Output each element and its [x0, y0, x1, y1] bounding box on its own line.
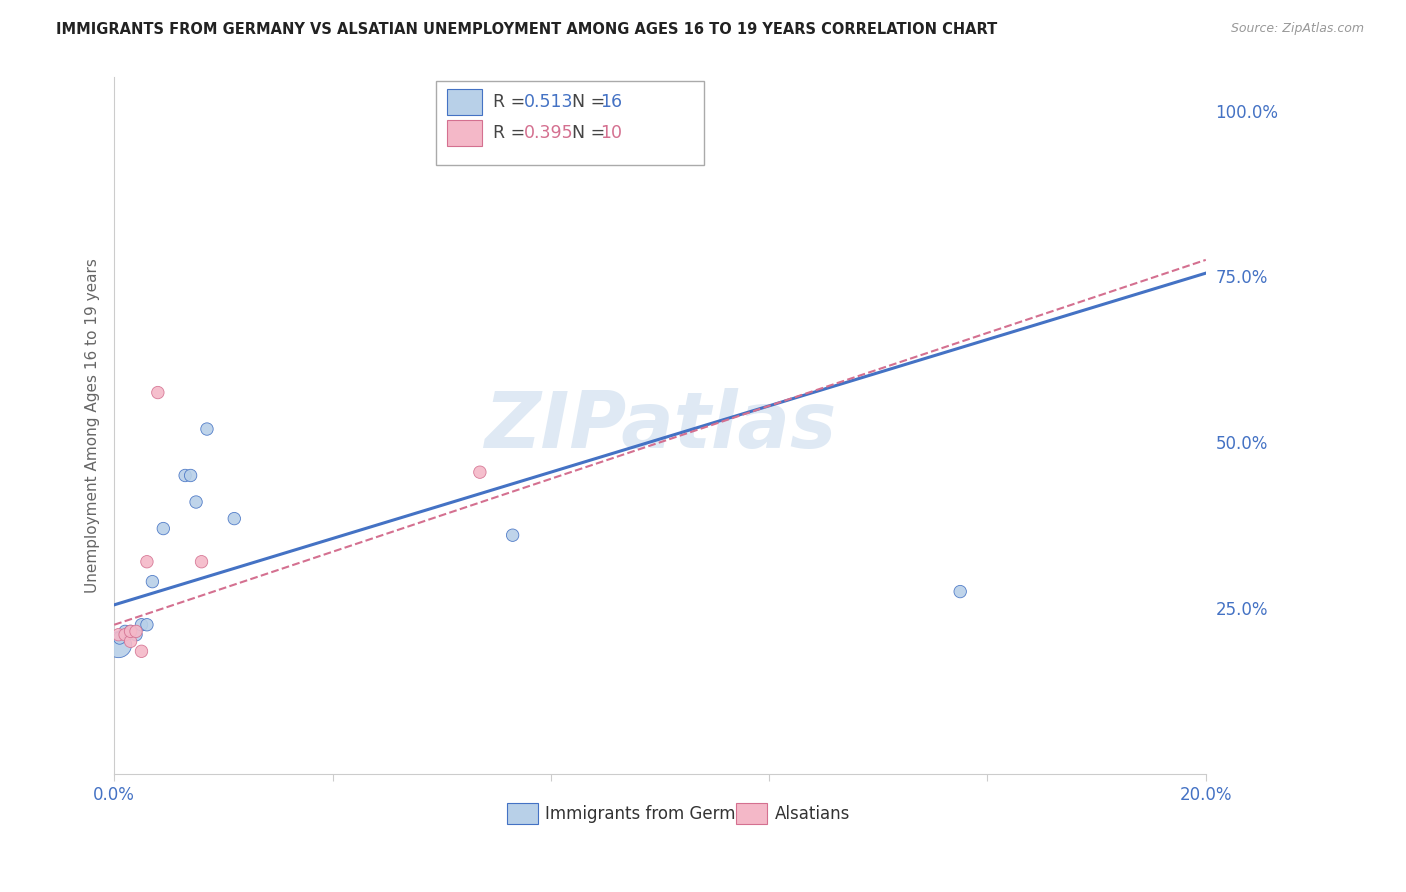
Point [184, 495, 207, 509]
Text: 10: 10 [600, 124, 621, 142]
Point [141, 574, 163, 589]
Point [502, 528, 524, 542]
Text: Immigrants from Germany: Immigrants from Germany [546, 805, 766, 822]
Point [131, 644, 153, 658]
Text: Source: ZipAtlas.com: Source: ZipAtlas.com [1230, 22, 1364, 36]
Point [114, 628, 136, 642]
Point [136, 555, 159, 569]
Point [468, 465, 491, 479]
FancyBboxPatch shape [737, 804, 766, 824]
Text: 0.395: 0.395 [523, 124, 574, 142]
FancyBboxPatch shape [447, 88, 482, 115]
Text: N =: N = [561, 124, 610, 142]
Point [125, 628, 148, 642]
Point [195, 422, 218, 436]
Point [120, 634, 142, 648]
Point [107, 628, 129, 642]
Point [146, 385, 169, 400]
Point [108, 631, 131, 645]
Text: R =: R = [494, 124, 530, 142]
Text: IMMIGRANTS FROM GERMANY VS ALSATIAN UNEMPLOYMENT AMONG AGES 16 TO 19 YEARS CORRE: IMMIGRANTS FROM GERMANY VS ALSATIAN UNEM… [56, 22, 997, 37]
FancyBboxPatch shape [436, 81, 703, 164]
Point [136, 617, 159, 632]
Point [180, 468, 202, 483]
Point [131, 617, 153, 632]
Point [107, 638, 129, 652]
Text: N =: N = [561, 93, 610, 111]
Point [120, 624, 142, 639]
Y-axis label: Unemployment Among Ages 16 to 19 years: Unemployment Among Ages 16 to 19 years [86, 259, 100, 593]
FancyBboxPatch shape [447, 120, 482, 146]
FancyBboxPatch shape [508, 804, 537, 824]
Point [949, 584, 972, 599]
Point [125, 624, 148, 639]
Text: Alsatians: Alsatians [775, 805, 851, 822]
Text: 16: 16 [600, 93, 621, 111]
Point [120, 624, 142, 639]
Point [114, 624, 136, 639]
Point [190, 555, 212, 569]
Text: 0.513: 0.513 [523, 93, 574, 111]
Text: R =: R = [494, 93, 530, 111]
Point [224, 511, 246, 525]
Point [152, 522, 174, 536]
Point [174, 468, 197, 483]
Text: ZIPatlas: ZIPatlas [484, 388, 837, 464]
